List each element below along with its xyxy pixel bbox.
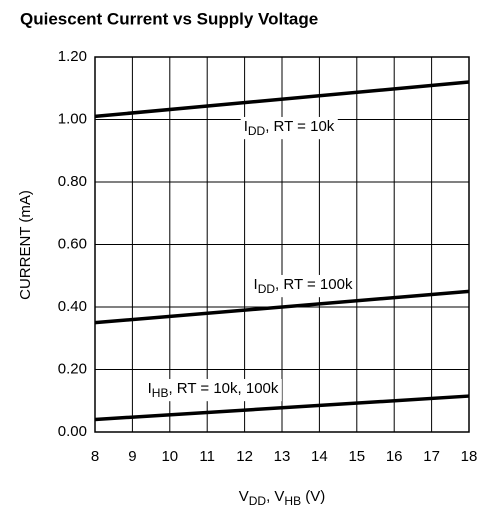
text-part: , RT = 10k — [265, 118, 335, 135]
text-part: I — [244, 118, 248, 135]
label-background — [240, 116, 338, 140]
label-background — [250, 274, 356, 298]
text-part: V — [239, 488, 249, 505]
label-background — [144, 378, 282, 402]
data-line — [94, 80, 470, 119]
y-axis-label: CURRENT (mA) — [17, 190, 34, 300]
y-tick-label: 0.60 — [58, 235, 87, 252]
x-tick-label: 10 — [161, 448, 178, 465]
x-tick-label: 14 — [311, 448, 328, 465]
data-line — [94, 289, 470, 325]
text-part: , V — [266, 488, 284, 505]
x-tick-label: 9 — [128, 448, 136, 465]
x-axis-label: VDD, VHB (V) — [239, 488, 326, 508]
subscript: DD — [249, 494, 267, 508]
y-tick-label: 1.00 — [58, 110, 87, 127]
y-tick-label: 0.80 — [58, 173, 87, 190]
text-part: I — [254, 276, 258, 293]
text-part: (V) — [301, 488, 325, 505]
chart-title: Quiescent Current vs Supply Voltage — [20, 9, 318, 28]
y-tick-label: 1.20 — [58, 48, 87, 65]
x-tick-label: 12 — [236, 448, 253, 465]
y-tick-label: 0.00 — [58, 423, 87, 440]
x-tick-label: 13 — [274, 448, 291, 465]
y-tick-label: 0.40 — [58, 298, 87, 315]
line-label: IHB, RT = 10k, 100k — [148, 380, 279, 400]
line-label: IDD, RT = 10k — [244, 118, 335, 138]
y-tick-label: 0.20 — [58, 360, 87, 377]
x-tick-label: 15 — [348, 448, 365, 465]
x-tick-label: 17 — [423, 448, 440, 465]
x-tick-label: 8 — [91, 448, 99, 465]
subscript: HB — [284, 494, 301, 508]
text-part: I — [148, 380, 152, 397]
subscript: DD — [258, 282, 276, 296]
data-line — [94, 394, 470, 422]
line-label: IDD, RT = 100k — [254, 276, 353, 296]
plot-frame — [94, 56, 470, 433]
text-part: , RT = 10k, 100k — [168, 380, 278, 397]
text-part: , RT = 100k — [275, 276, 353, 293]
subscript: HB — [152, 386, 169, 400]
x-tick-label: 16 — [386, 448, 403, 465]
x-tick-label: 18 — [461, 448, 478, 465]
subscript: DD — [248, 124, 266, 138]
x-tick-label: 11 — [199, 448, 215, 465]
